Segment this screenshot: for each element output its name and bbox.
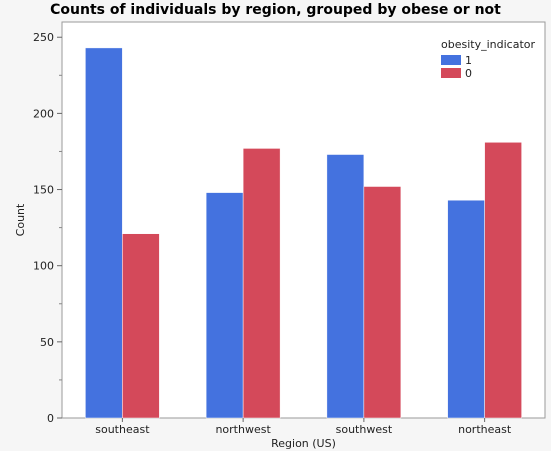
y-tick-label: 50 bbox=[40, 336, 54, 349]
bar-northwest-series-1 bbox=[205, 192, 244, 419]
legend-swatch-0 bbox=[441, 68, 461, 78]
chart-title: Counts of individuals by region, grouped… bbox=[50, 2, 501, 18]
y-tick-label: 0 bbox=[47, 412, 54, 425]
bar-northwest-series-0 bbox=[242, 148, 281, 419]
legend-title: obesity_indicator bbox=[441, 38, 535, 51]
bar-northeast-series-1 bbox=[447, 199, 485, 419]
x-tick-label: southwest bbox=[336, 423, 393, 436]
y-axis-label: Count bbox=[14, 203, 27, 236]
legend-label-0: 0 bbox=[465, 67, 472, 80]
x-tick-label: northeast bbox=[458, 423, 512, 436]
x-axis-label: Region (US) bbox=[271, 437, 336, 450]
bars bbox=[85, 47, 522, 419]
bar-southwest-series-1 bbox=[326, 154, 365, 419]
bar-southwest-series-0 bbox=[363, 186, 402, 419]
y-tick-label: 250 bbox=[33, 31, 54, 44]
legend: obesity_indicator 10 bbox=[441, 38, 535, 80]
bar-northeast-series-0 bbox=[484, 142, 522, 419]
y-tick-label: 200 bbox=[33, 107, 54, 120]
bar-southeast-series-1 bbox=[85, 47, 123, 419]
legend-label-1: 1 bbox=[465, 54, 472, 67]
bar-southeast-series-0 bbox=[122, 233, 160, 419]
x-axis: southeast northwest southwest northeast bbox=[95, 418, 512, 436]
y-tick-label: 150 bbox=[33, 184, 54, 197]
legend-swatch-1 bbox=[441, 55, 461, 65]
x-tick-label: southeast bbox=[95, 423, 150, 436]
y-axis: 0 50 100 150 200 250 bbox=[33, 31, 62, 425]
y-tick-label: 100 bbox=[33, 260, 54, 273]
x-tick-label: northwest bbox=[215, 423, 271, 436]
